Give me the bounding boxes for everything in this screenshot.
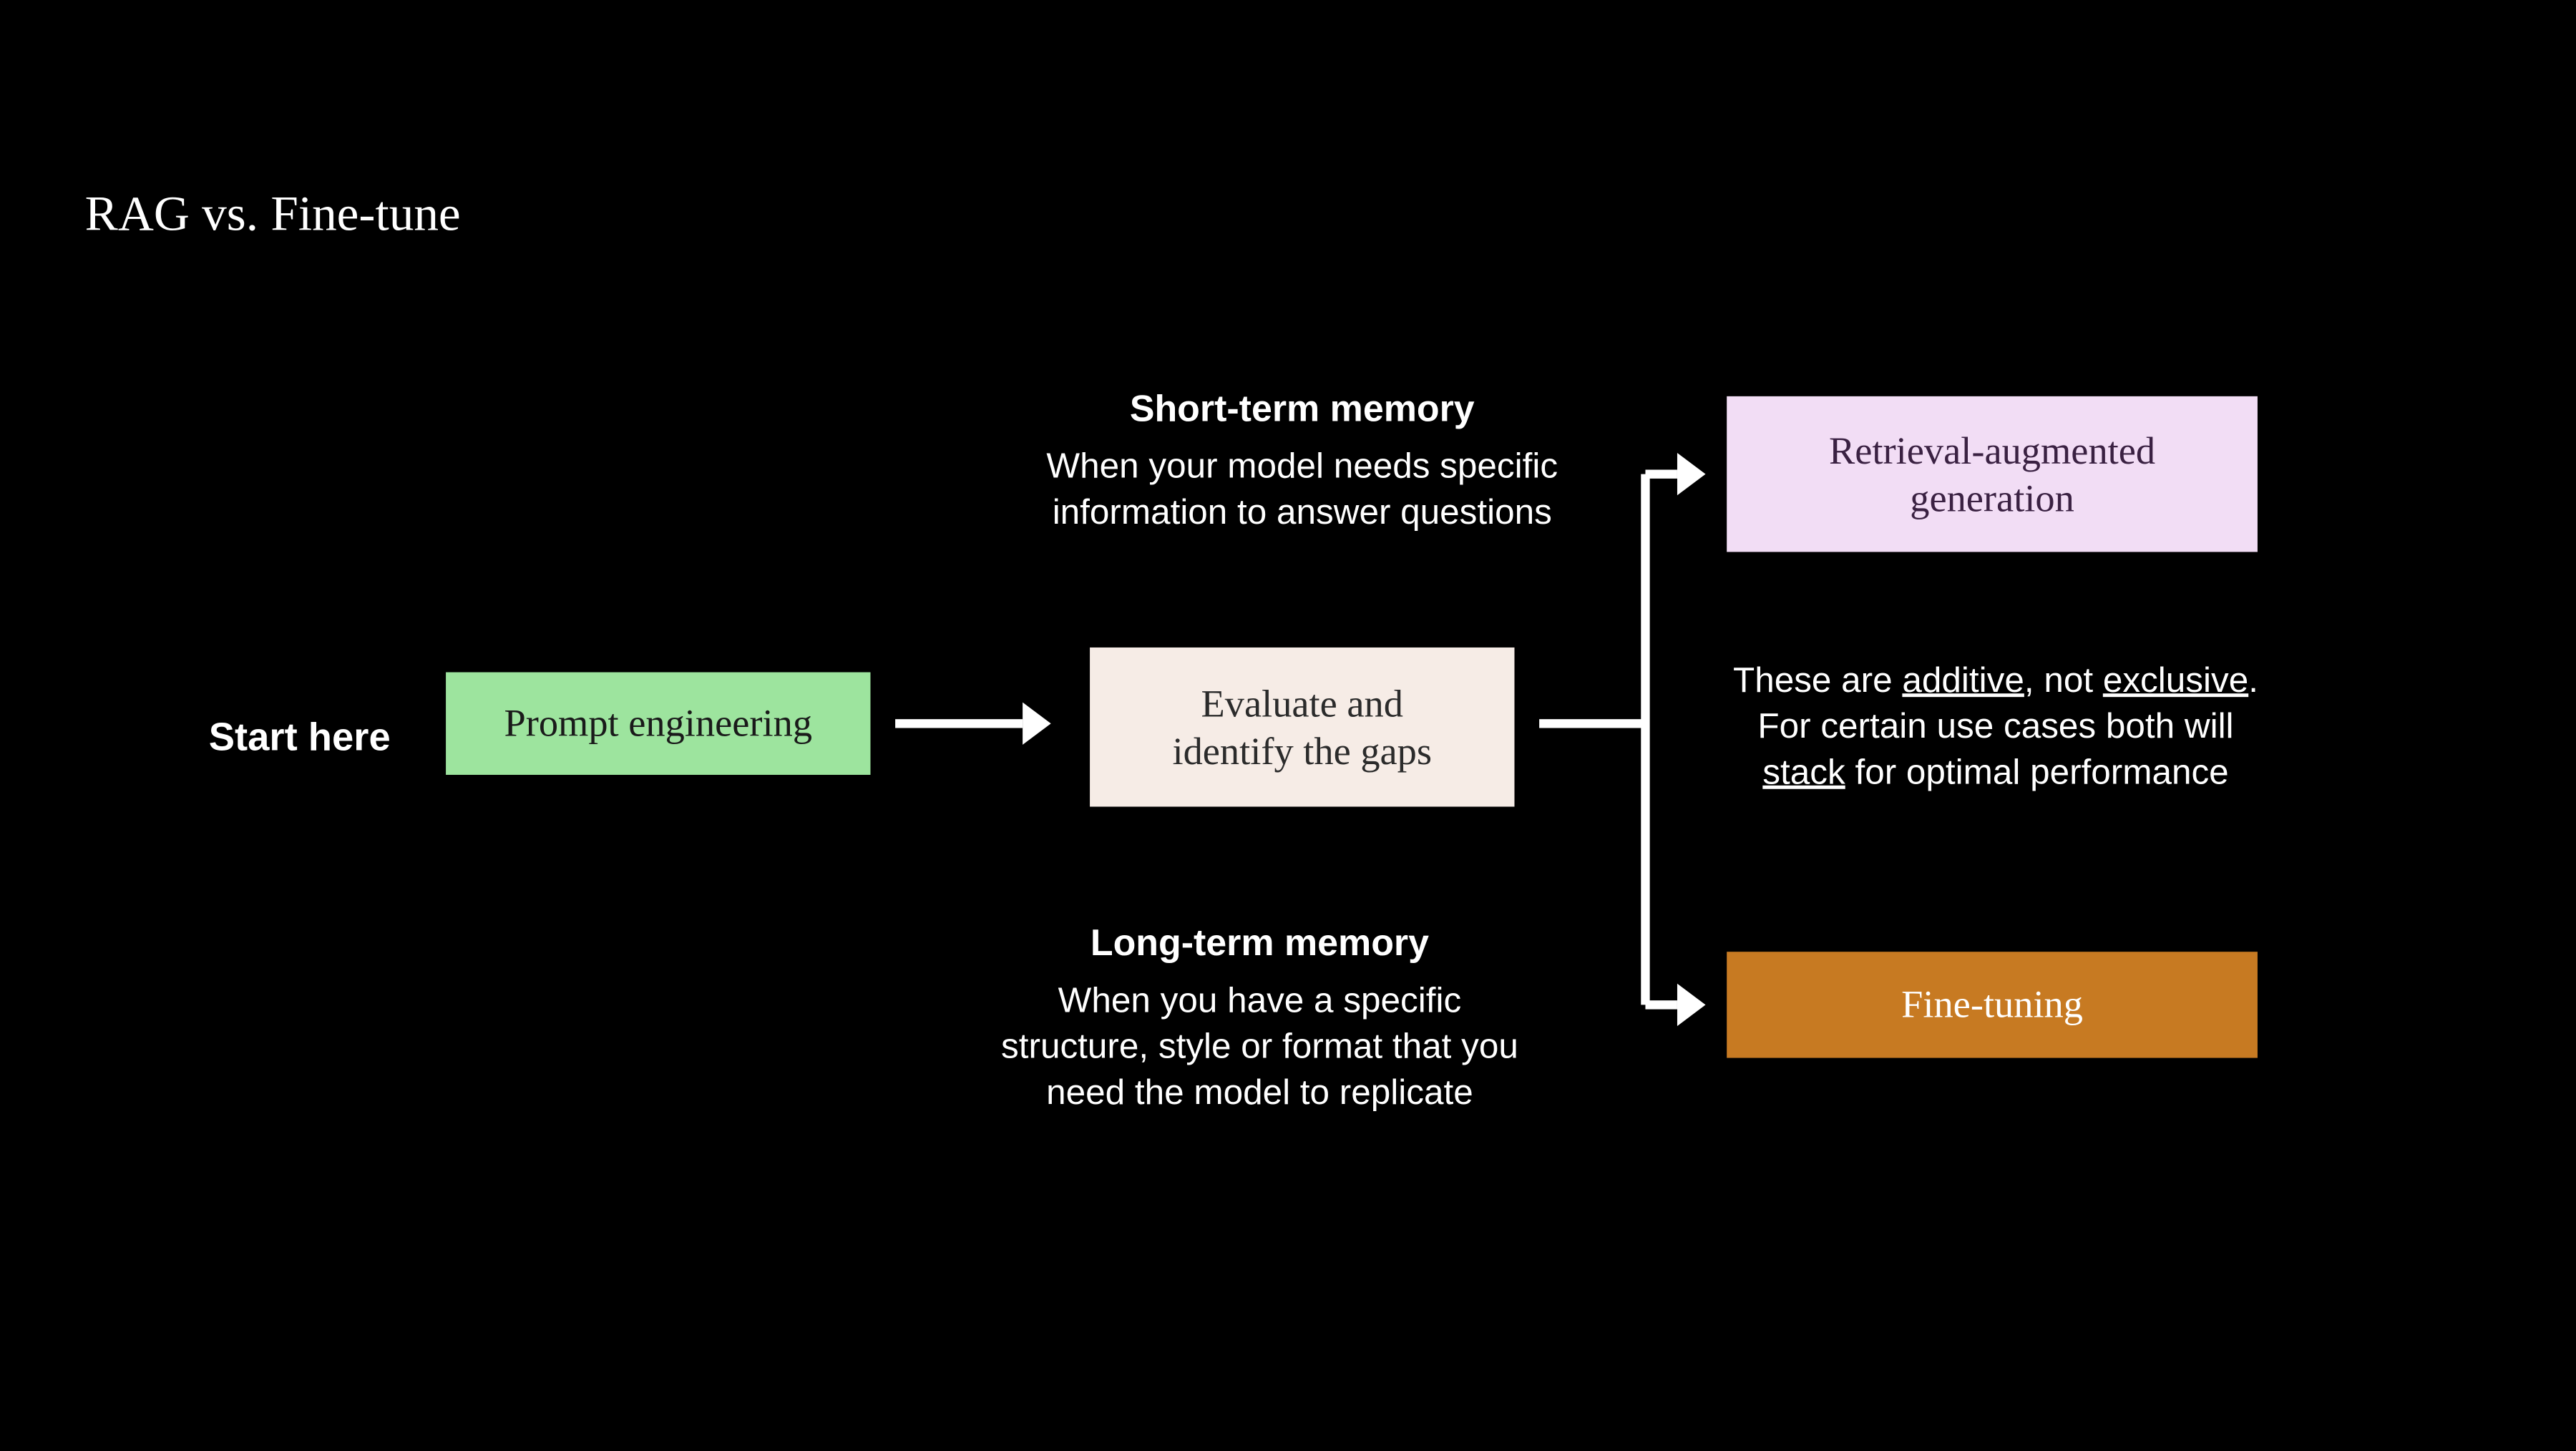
box-rag: Retrieval-augmentedgeneration <box>1727 396 2258 552</box>
note-additive: These are additive, not exclusive. For c… <box>1730 658 2261 796</box>
annotation-long-term: Long-term memory When you have a specifi… <box>995 920 1526 1117</box>
box-evaluate-gaps: Evaluate andidentify the gaps <box>1090 648 1514 807</box>
annotation-body: When your model needs specific informati… <box>1037 445 1568 537</box>
box-fine-tuning: Fine-tuning <box>1727 952 2258 1057</box>
annotation-body: When you have a specific structure, styl… <box>995 979 1526 1117</box>
annotation-short-term: Short-term memory When your model needs … <box>1037 386 1568 537</box>
page-title: RAG vs. Fine-tune <box>85 187 461 244</box>
annotation-heading: Short-term memory <box>1037 386 1568 434</box>
start-here-label: Start here <box>209 715 391 761</box>
box-prompt-engineering: Prompt engineering <box>446 673 870 775</box>
annotation-heading: Long-term memory <box>995 920 1526 968</box>
